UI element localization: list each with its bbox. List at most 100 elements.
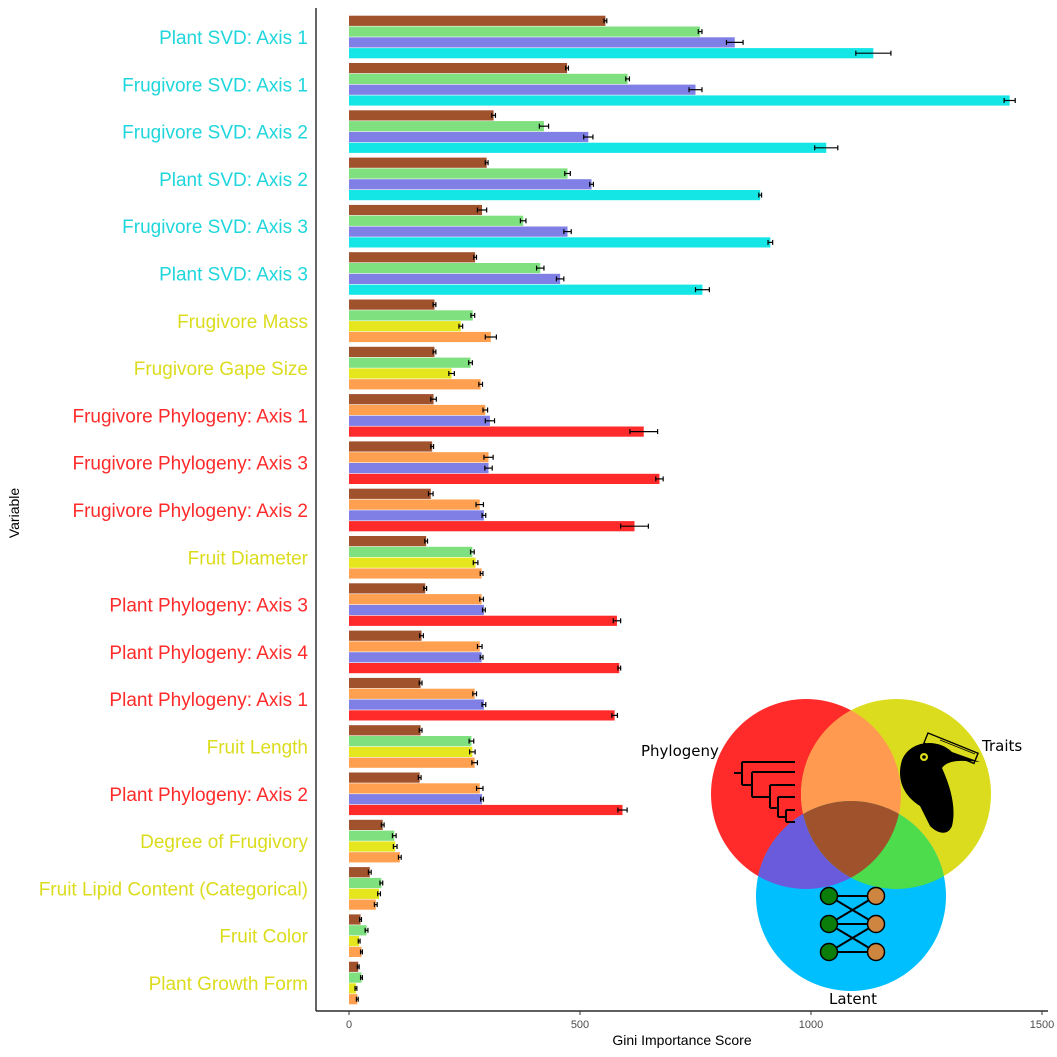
bar xyxy=(349,368,452,379)
bar xyxy=(349,946,362,957)
category-label: Fruit Lipid Content (Categorical) xyxy=(39,879,308,900)
bar xyxy=(349,63,568,74)
category-label: Plant Phylogeny: Axis 2 xyxy=(109,785,308,806)
bar xyxy=(349,415,490,426)
bar xyxy=(349,263,541,274)
venn-label-latent: Latent xyxy=(829,990,877,1008)
bar xyxy=(349,357,471,368)
category-label: Plant SVD: Axis 1 xyxy=(159,28,308,49)
bar xyxy=(349,594,482,605)
bar xyxy=(349,84,696,95)
bar xyxy=(349,284,703,295)
bar xyxy=(349,273,561,284)
bar xyxy=(349,521,635,532)
bar xyxy=(349,131,589,143)
category-label: Fruit Length xyxy=(207,738,308,759)
bar xyxy=(349,546,473,557)
bar xyxy=(349,972,362,983)
bar xyxy=(349,73,628,84)
category-label: Plant SVD: Axis 3 xyxy=(159,265,308,286)
x-ticks: 0 500 1000 1500 xyxy=(346,1011,1054,1031)
bar xyxy=(349,557,476,568)
bar xyxy=(349,677,421,689)
bar xyxy=(349,841,396,852)
bar xyxy=(349,852,400,863)
bars-layer xyxy=(349,15,1016,1005)
phylogenetic-tree-icon xyxy=(734,761,795,823)
bar xyxy=(349,499,480,510)
bar xyxy=(349,725,421,736)
category-label: Plant Growth Form xyxy=(149,974,308,995)
bar xyxy=(349,994,358,1005)
bar xyxy=(349,121,544,132)
bar xyxy=(349,630,422,641)
x-tick-label: 1000 xyxy=(799,1019,823,1031)
bar xyxy=(349,15,606,26)
bar xyxy=(349,48,874,59)
bar xyxy=(349,772,420,783)
bar xyxy=(349,794,483,805)
category-label: Frugivore Phylogeny: Axis 2 xyxy=(72,501,308,522)
bar xyxy=(349,204,483,216)
bar xyxy=(349,899,376,910)
bar xyxy=(349,110,494,121)
bar xyxy=(349,652,482,663)
bar xyxy=(349,190,761,201)
bar xyxy=(349,819,383,830)
bar xyxy=(349,463,489,474)
bar xyxy=(349,394,434,405)
category-label: Frugivore Phylogeny: Axis 3 xyxy=(72,454,308,475)
bar xyxy=(349,310,473,321)
category-label: Plant Phylogeny: Axis 1 xyxy=(109,690,308,711)
bar xyxy=(349,757,475,768)
bar xyxy=(349,746,473,757)
bar xyxy=(349,867,370,878)
category-label: Plant Phylogeny: Axis 3 xyxy=(109,596,308,617)
bar xyxy=(349,473,660,484)
category-labels: Plant SVD: Axis 1 Frugivore SVD: Axis 1 Fr… xyxy=(39,28,309,995)
bipartite-network-icon xyxy=(819,886,886,962)
x-tick-label: 0 xyxy=(346,1019,352,1031)
bar xyxy=(349,710,615,721)
bar xyxy=(349,914,361,925)
bar xyxy=(349,237,771,248)
bar xyxy=(349,142,827,153)
category-label: Degree of Frugivory xyxy=(140,832,308,853)
venn-legend: Phylogeny Traits Latent xyxy=(641,699,1022,1008)
bar xyxy=(349,252,476,263)
bar xyxy=(349,226,568,237)
venn-label-traits: Traits xyxy=(981,737,1022,755)
bar xyxy=(349,961,359,972)
venn-label-phylogeny: Phylogeny xyxy=(641,742,719,760)
category-label: Plant Phylogeny: Axis 4 xyxy=(109,643,308,664)
category-label: Frugivore SVD: Axis 1 xyxy=(122,75,308,96)
category-label: Frugivore Gape Size xyxy=(134,359,308,380)
bar xyxy=(349,688,475,699)
bar xyxy=(349,37,735,48)
x-tick-label: 500 xyxy=(571,1019,589,1031)
bar xyxy=(349,488,431,499)
bar xyxy=(349,699,484,710)
bar xyxy=(349,604,484,616)
bar xyxy=(349,510,484,521)
bar xyxy=(349,168,568,179)
y-axis-title: Variable xyxy=(6,488,22,539)
bar xyxy=(349,441,433,452)
bar xyxy=(349,568,482,579)
bar xyxy=(349,804,623,816)
category-label: Plant SVD: Axis 2 xyxy=(159,170,308,191)
bar xyxy=(349,452,489,463)
toucan-icon xyxy=(900,732,980,833)
category-label: Frugivore Phylogeny: Axis 1 xyxy=(72,406,308,427)
bar xyxy=(349,26,701,37)
bar xyxy=(349,95,1010,106)
category-label: Fruit Diameter xyxy=(188,548,309,569)
bar xyxy=(349,615,617,626)
bar xyxy=(349,830,395,841)
bar xyxy=(349,663,620,674)
bar xyxy=(349,346,435,357)
x-tick-label: 1500 xyxy=(1030,1019,1054,1031)
bar xyxy=(349,641,480,652)
bar xyxy=(349,215,524,226)
